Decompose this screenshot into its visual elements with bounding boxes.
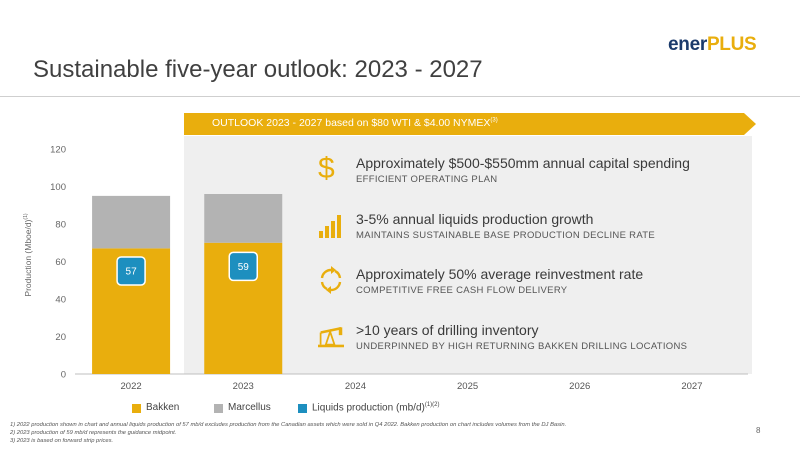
y-tick-label: 60 [55,257,66,268]
footnote-3: 3) 2023 is based on forward strip prices… [10,438,114,444]
x-tick-label: 2026 [569,381,590,392]
y-tick-label: 20 [55,332,66,343]
x-tick-label: 2024 [345,381,366,392]
legend-swatch-liquids [298,404,307,413]
y-tick-label: 0 [61,370,66,381]
dollar-icon: $ [318,152,335,185]
footnote-1: 1) 2022 production shown in chart and an… [10,422,567,428]
page-title: Sustainable five-year outlook: 2023 - 20… [33,56,483,83]
outlook-banner-text: OUTLOOK 2023 - 2027 based on $80 WTI & $… [212,117,498,129]
production-chart: 0 20 40 60 80 100 120 2022 57 2023 59 2024 2025 2026 2… [50,145,748,392]
y-tick-label: 100 [50,182,66,193]
oil-pump-icon [318,326,344,348]
x-tick-label: 2023 [233,381,254,392]
x-tick-label: 2025 [457,381,478,392]
footnote-2: 2) 2023 production of 59 mb/d represents… [10,430,177,436]
title-divider [0,96,800,97]
bar-marcellus-2023 [204,194,283,243]
liquids-badge-label-2022: 57 [126,266,138,277]
liquids-badge-2023 [228,251,258,282]
liquids-badge-2022 [116,256,146,286]
enerplus-logo: enerPLUS [668,34,757,55]
legend-swatch-marcellus [214,404,223,413]
footnotes: 1) 2022 production shown in chart and an… [10,421,566,445]
x-tick-label: 2022 [121,381,142,392]
bar-growth-icon [319,215,341,238]
y-tick-label: 80 [55,220,66,231]
y-tick-label: 40 [55,295,66,306]
y-tick-label: 120 [50,145,66,156]
x-tick-label: 2027 [681,381,702,392]
recycle-arrows-icon [320,266,342,294]
bar-marcellus-2022 [92,195,171,249]
page-number: 8 [756,426,761,435]
outlook-banner [184,113,756,135]
y-axis-label: Production (Mboe/d)(1) [23,213,33,297]
legend-swatch-bakken [132,404,141,413]
liquids-badge-label-2023: 59 [238,262,250,273]
